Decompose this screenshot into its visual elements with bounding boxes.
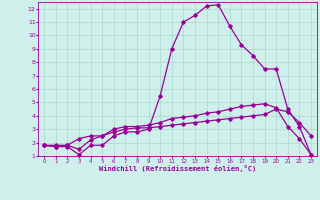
X-axis label: Windchill (Refroidissement éolien,°C): Windchill (Refroidissement éolien,°C) [99,165,256,172]
